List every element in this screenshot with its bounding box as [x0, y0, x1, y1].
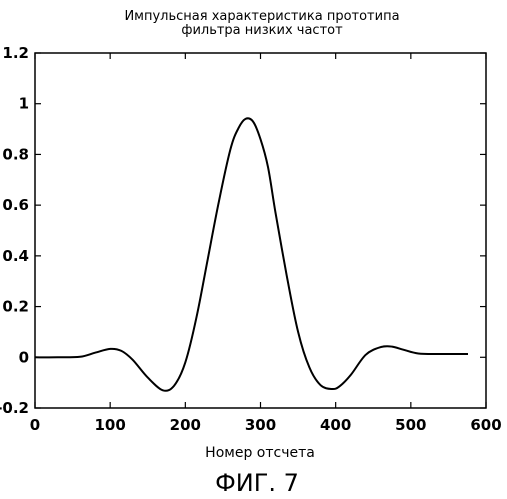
y-tick-label: 0.6 [2, 196, 29, 214]
x-tick-label: 500 [395, 416, 426, 434]
y-tick-label: 1 [19, 95, 29, 113]
x-tick-label: 200 [170, 416, 201, 434]
y-tick-label: 0 [19, 348, 29, 366]
plot-frame [35, 53, 486, 408]
x-axis-ticks: 0 100 200 300 400 500 600 [30, 53, 502, 434]
x-tick-label: 0 [30, 416, 40, 434]
impulse-response-line [35, 118, 468, 390]
chart-title-line-2: фильтра низких частот [181, 23, 343, 38]
y-tick-label: 0.2 [2, 298, 29, 316]
x-axis-label: Номер отсчета [205, 445, 315, 461]
x-tick-label: 400 [320, 416, 351, 434]
y-tick-label: 0.8 [2, 145, 29, 163]
x-tick-label: 300 [245, 416, 276, 434]
y-axis-ticks: -0.2 0 0.2 0.4 0.6 0.8 1 1.2 [0, 44, 486, 417]
series-layer [35, 118, 468, 390]
x-tick-label: 600 [470, 416, 501, 434]
y-tick-label: 1.2 [2, 44, 29, 62]
figure-caption: ФИГ. 7 [215, 469, 299, 497]
x-tick-label: 100 [95, 416, 126, 434]
y-tick-label: 0.4 [2, 247, 29, 265]
y-tick-label: -0.2 [0, 399, 29, 417]
chart-title-line-1: Импульсная характеристика прототипа [124, 9, 399, 24]
